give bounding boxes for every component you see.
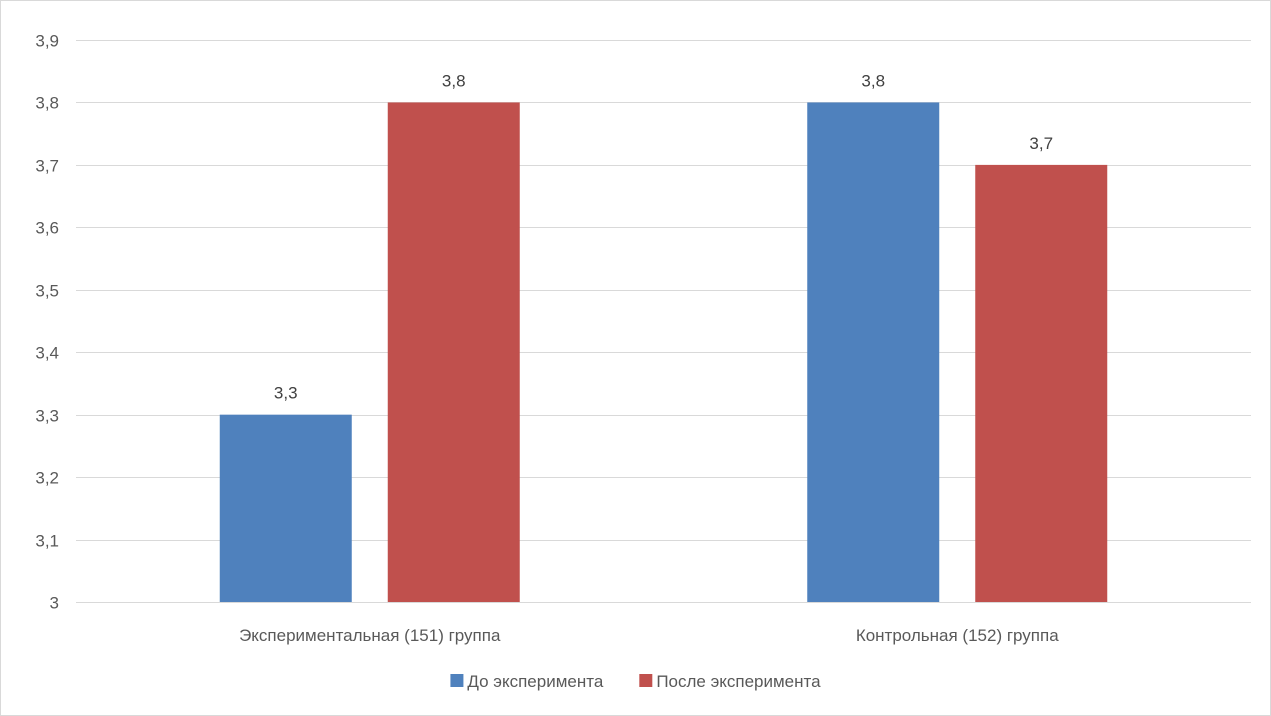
legend-swatch <box>639 674 653 687</box>
y-tick-label: 3,3 <box>35 407 59 426</box>
x-category-label: Экспериментальная (151) группа <box>239 626 501 645</box>
bar <box>219 414 352 602</box>
y-tick-label: 3,1 <box>35 532 59 551</box>
data-label: 3,7 <box>1029 134 1053 153</box>
legend: До эксперимента После эксперимента <box>450 672 821 691</box>
legend-item: После эксперимента <box>639 672 821 691</box>
y-tick-label: 3,9 <box>35 32 59 51</box>
legend-item: До эксперимента <box>450 672 604 691</box>
y-tick-label: 3,7 <box>35 157 59 176</box>
data-labels: 3,3 3,8 3,8 3,7 <box>274 71 1053 402</box>
y-tick-label: 3,4 <box>35 344 59 363</box>
data-label: 3,8 <box>861 71 885 90</box>
y-tick-label: 3,2 <box>35 469 59 488</box>
x-axis-categories: Экспериментальная (151) группа Контрольна… <box>239 626 1059 645</box>
data-label: 3,8 <box>442 71 466 90</box>
legend-swatch <box>450 674 464 687</box>
y-tick-label: 3,5 <box>35 282 59 301</box>
data-label: 3,3 <box>274 384 298 403</box>
bars <box>219 102 1108 602</box>
y-axis-ticks: 3 3,1 3,2 3,3 3,4 3,5 3,6 3,7 3,8 3,9 <box>35 32 59 613</box>
bar <box>807 102 940 602</box>
y-tick-label: 3 <box>50 594 59 613</box>
y-tick-label: 3,8 <box>35 94 59 113</box>
bar <box>975 164 1108 602</box>
bar <box>387 102 520 602</box>
x-category-label: Контрольная (152) группа <box>856 626 1059 645</box>
legend-label: После эксперимента <box>656 672 821 691</box>
y-tick-label: 3,6 <box>35 219 59 238</box>
legend-label: До эксперимента <box>467 672 603 691</box>
